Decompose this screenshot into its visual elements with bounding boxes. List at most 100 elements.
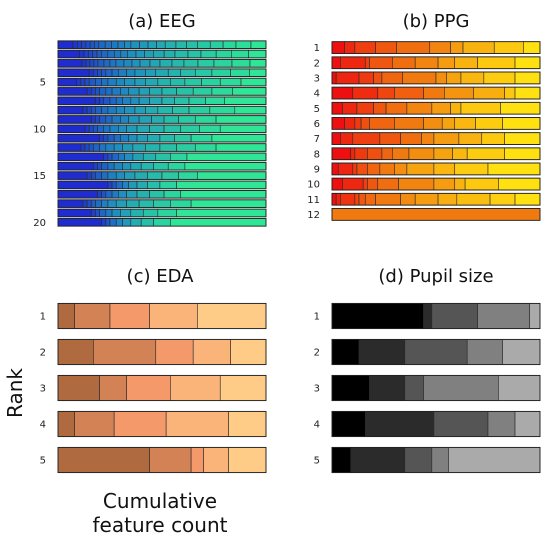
bar-segment-ppg-r6-s5 (369, 117, 395, 130)
y-tick-eda-2: 2 (40, 348, 46, 359)
bar-segment-eeg-r18-s9 (126, 199, 140, 208)
bar-segment-ppg-r4-s8 (504, 86, 516, 100)
bar-segment-pupil-r3-s2 (369, 375, 406, 401)
bar-segment-eeg-r6-s10 (138, 87, 150, 96)
bar-segment-eeg-r20-s8 (140, 218, 154, 227)
bar-segment-eeg-r7-s15 (224, 96, 267, 105)
bar-segment-ppg-r3-s8 (446, 71, 462, 85)
bar-segment-ppg-r2-s8 (454, 56, 478, 69)
bar-segment-eeg-r17-s4 (105, 190, 113, 199)
bar-segment-ppg-r5-s2 (342, 102, 358, 115)
bar-segment-ppg-r3-s6 (402, 71, 437, 85)
bar-segment-eeg-r12-s14 (194, 143, 217, 152)
bar-segment-eeg-r12-s4 (88, 143, 94, 152)
bar-segment-eda-r3-s3 (126, 375, 171, 401)
bar-segment-ppg-r3-s7 (435, 71, 447, 85)
bar-segment-ppg-r8-s10 (466, 147, 505, 160)
bar-segment-ppg-r1-s8 (462, 41, 495, 54)
bar-segment-ppg-r3-s1 (331, 71, 337, 85)
bar-segment-eeg-r15-s10 (147, 171, 163, 180)
bar-outline-ppg-r6 (331, 117, 541, 130)
bar-outline-eeg-r17 (57, 189, 267, 199)
bar-segment-eeg-r15-s2 (86, 171, 92, 180)
y-tick-ppg-10: 10 (307, 180, 320, 191)
y-tick-ppg-3: 3 (314, 73, 320, 84)
bar-outline-eda-r4 (57, 410, 267, 438)
bar-outline-eeg-r16 (57, 180, 267, 190)
bar-segment-eeg-r20-s1 (57, 218, 102, 227)
bar-segment-eeg-r3-s8 (109, 59, 117, 68)
bar-segment-ppg-r6-s1 (331, 117, 345, 130)
y-tick-ppg-2: 2 (314, 58, 320, 69)
bar-segment-ppg-r6-s9 (454, 117, 476, 130)
bar-segment-eeg-r1-s6 (89, 40, 95, 49)
bar-segment-eeg-r14-s12 (184, 162, 267, 171)
bar-segment-eeg-r10-s9 (126, 124, 138, 133)
bar-segment-ppg-r9-s1 (331, 162, 339, 176)
y-tick-eeg-10: 10 (33, 124, 46, 135)
bar-segment-eeg-r10-s8 (118, 124, 127, 133)
bar-segment-eeg-r7-s4 (103, 96, 111, 105)
bar-segment-pupil-r1-s5 (529, 303, 541, 329)
bar-segment-eeg-r15-s7 (115, 171, 125, 180)
y-tick-eda-4: 4 (40, 420, 46, 431)
bar-outline-eeg-r13 (57, 152, 267, 162)
bar-segment-eeg-r10-s12 (163, 124, 182, 133)
bar-segment-eeg-r19-s5 (105, 208, 113, 218)
bar-segment-eeg-r1-s24 (250, 40, 267, 49)
bar-segment-eeg-r2-s9 (114, 49, 122, 59)
bar-segment-pupil-r1-s1 (331, 303, 424, 329)
bar-segment-eeg-r3-s11 (131, 59, 141, 68)
bar-outline-ppg-r4 (331, 86, 541, 100)
y-tick-ppg-7: 7 (314, 134, 320, 145)
bar-segment-pupil-r3-s5 (498, 375, 541, 401)
bar-segment-eeg-r4-s15 (194, 68, 213, 77)
bar-segment-eeg-r17-s7 (126, 190, 138, 199)
bar-segment-eeg-r8-s4 (90, 105, 96, 115)
bar-outline-eeg-r15 (57, 171, 267, 180)
bar-segment-eeg-r9-s9 (138, 115, 152, 124)
bar-segment-pupil-r5-s5 (448, 447, 541, 473)
bar-segment-eeg-r1-s11 (117, 40, 125, 49)
bar-segment-eeg-r9-s12 (178, 115, 196, 124)
bar-segment-eeg-r7-s9 (138, 96, 150, 105)
bar-segment-ppg-r2-s10 (514, 56, 541, 69)
bar-segment-eeg-r11-s13 (211, 134, 267, 143)
bar-segment-pupil-r5-s3 (404, 447, 433, 473)
bar-segment-eeg-r3-s7 (103, 59, 111, 68)
bar-segment-eeg-r8-s13 (172, 105, 190, 115)
bar-segment-eeg-r10-s4 (93, 124, 98, 133)
bar-segment-ppg-r5-s10 (500, 102, 541, 115)
bar-outline-eda-r2 (57, 338, 267, 366)
bar-segment-eeg-r1-s18 (175, 40, 187, 49)
bar-segment-eeg-r1-s19 (186, 40, 198, 49)
bar-segment-eeg-r17-s5 (111, 190, 119, 199)
bar-segment-eeg-r16-s6 (128, 180, 138, 190)
bar-segment-eeg-r11-s2 (99, 134, 105, 143)
bar-segment-eda-r5-s1 (57, 447, 150, 473)
bar-segment-eeg-r5-s4 (84, 77, 90, 87)
bar-segment-eeg-r12-s2 (80, 143, 86, 152)
bar-segment-eeg-r3-s13 (149, 59, 161, 68)
bar-segment-ppg-r7-s2 (340, 132, 354, 145)
bar-segment-ppg-r8-s8 (433, 147, 453, 160)
bar-segment-eeg-r13-s1 (57, 152, 105, 162)
bar-segment-eda-r2-s1 (57, 339, 94, 365)
bar-segment-eeg-r2-s14 (153, 49, 165, 59)
bar-segment-eeg-r4-s7 (111, 68, 119, 77)
bar-segment-eda-r1-s4 (149, 303, 198, 329)
bar-segment-eeg-r4-s17 (230, 68, 250, 77)
bar-segment-eeg-r5-s16 (201, 77, 221, 87)
bar-segment-eeg-r13-s11 (186, 152, 267, 162)
bar-segment-eeg-r5-s18 (240, 77, 267, 87)
bar-segment-ppg-r11-s12 (489, 193, 516, 206)
bar-segment-eeg-r4-s3 (93, 68, 98, 77)
bar-segment-eeg-r1-s1 (57, 40, 74, 49)
bar-outline-eda-r1 (57, 302, 267, 330)
bar-segment-ppg-r9-s6 (379, 162, 395, 176)
bar-segment-pupil-r2-s4 (466, 339, 503, 365)
bar-segment-ppg-r1-s7 (450, 41, 464, 54)
bar-segment-ppg-r6-s3 (354, 117, 362, 130)
bar-segment-ppg-r2-s5 (392, 56, 416, 69)
y-tick-eda-3: 3 (40, 384, 46, 395)
